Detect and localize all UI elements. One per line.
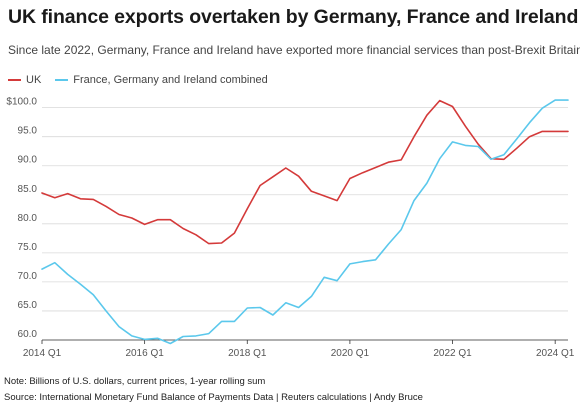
legend-item-uk: UK bbox=[8, 74, 41, 86]
y-tick-label: $100.0 bbox=[6, 97, 37, 108]
legend: UK France, Germany and Ireland combined bbox=[8, 74, 282, 86]
x-tick-label: 2018 Q1 bbox=[228, 348, 267, 359]
y-tick-label: 95.0 bbox=[18, 126, 38, 137]
legend-item-combined: France, Germany and Ireland combined bbox=[55, 74, 268, 86]
series-line-uk bbox=[41, 99, 569, 245]
y-tick-label: 90.0 bbox=[18, 155, 38, 166]
x-tick-label: 2020 Q1 bbox=[331, 348, 370, 359]
y-tick-label: 85.0 bbox=[18, 184, 38, 195]
y-tick-label: 75.0 bbox=[18, 242, 38, 253]
x-tick-label: 2014 Q1 bbox=[23, 348, 62, 359]
legend-swatch-combined bbox=[55, 79, 69, 81]
series-line-combined bbox=[41, 99, 569, 345]
y-tick-label: 60.0 bbox=[18, 329, 38, 340]
chart-title: UK finance exports overtaken by Germany,… bbox=[8, 6, 579, 28]
x-tick-label: 2022 Q1 bbox=[433, 348, 472, 359]
chart-subtitle: Since late 2022, Germany, France and Ire… bbox=[8, 43, 580, 57]
legend-label-uk: UK bbox=[26, 74, 42, 86]
y-tick-label: 80.0 bbox=[18, 213, 38, 224]
legend-swatch-uk bbox=[8, 79, 21, 81]
x-tick-label: 2016 Q1 bbox=[125, 348, 164, 359]
legend-label-combined: France, Germany and Ireland combined bbox=[73, 74, 268, 86]
footnote: Note: Billions of U.S. dollars, current … bbox=[4, 376, 266, 387]
y-tick-label: 65.0 bbox=[18, 300, 38, 311]
x-tick-label: 2024 Q1 bbox=[536, 348, 575, 359]
y-tick-label: 70.0 bbox=[18, 271, 38, 282]
source-line: Source: International Monetary Fund Bala… bbox=[4, 392, 423, 403]
